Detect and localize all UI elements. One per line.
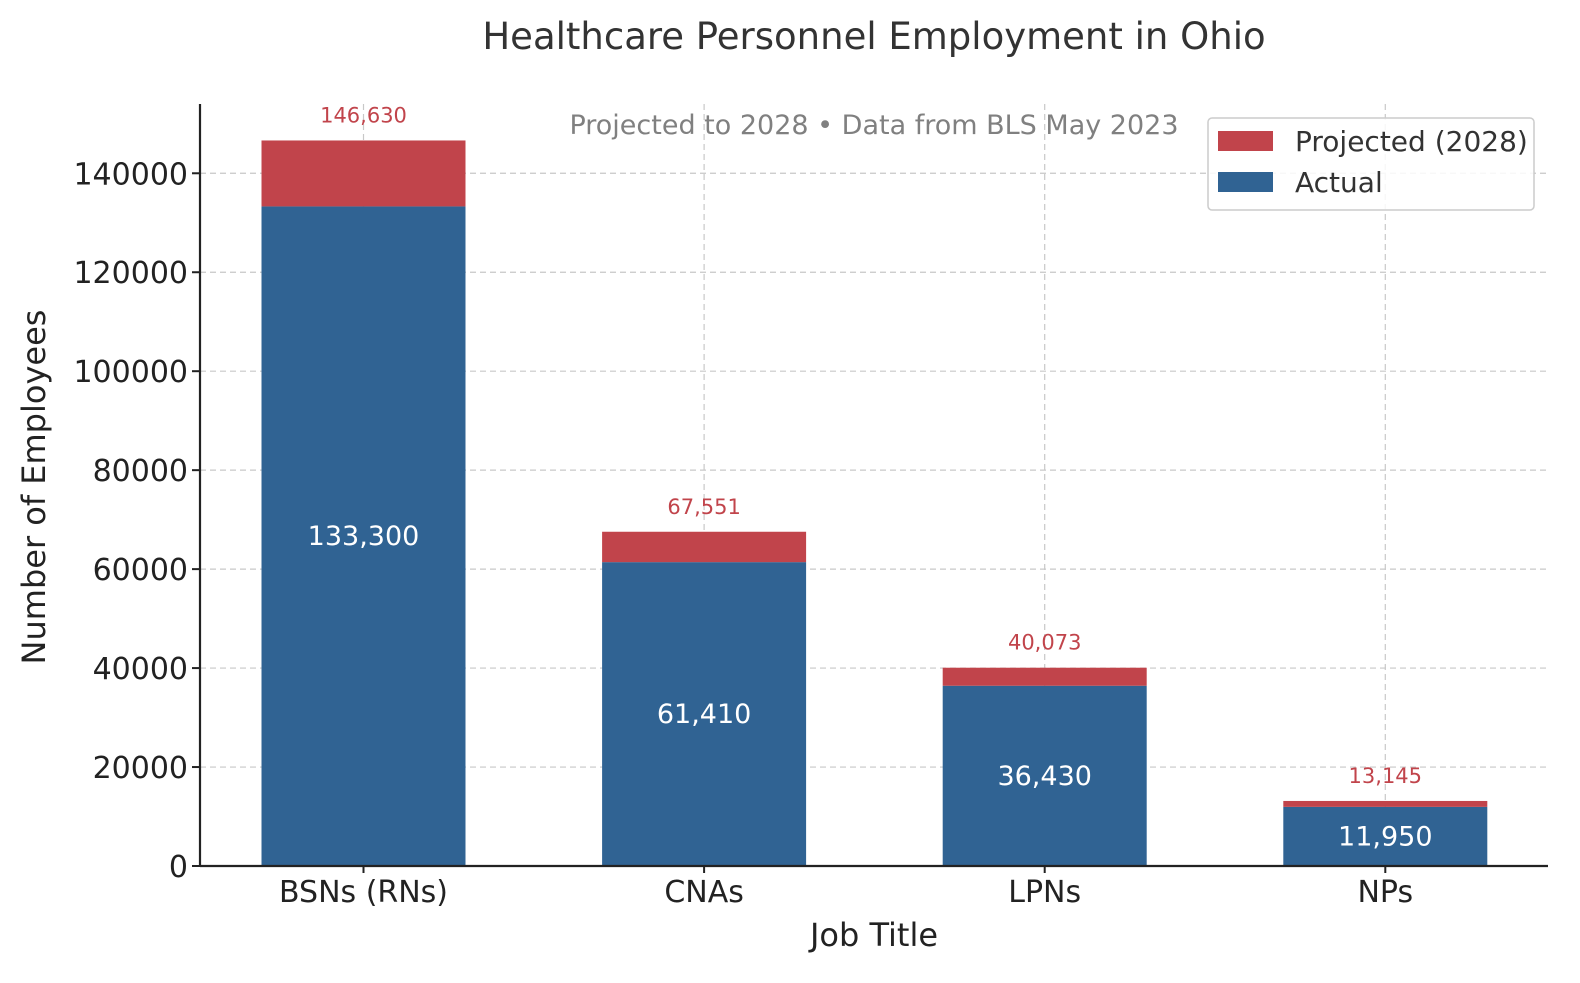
y-tick-label: 40000: [93, 652, 188, 687]
data-label-actual: 36,430: [997, 761, 1091, 792]
value-labels: 133,300 146,630 61,410 67,551 36,430 40,073 11…: [308, 103, 1433, 852]
x-axis-label: Job Title: [808, 916, 938, 954]
chart-title: Healthcare Personnel Employment in Ohio: [482, 15, 1265, 58]
legend-swatch-actual: [1218, 172, 1273, 192]
y-tick-label: 0: [169, 850, 188, 885]
y-tick-label: 20000: [93, 751, 188, 786]
y-tick-label: 100000: [73, 355, 188, 390]
y-axis-label: Number of Employees: [15, 310, 53, 665]
bar-projected: [1283, 800, 1488, 807]
legend: Projected (2028) Actual: [1207, 117, 1535, 211]
data-label-projected: 13,145: [1349, 764, 1422, 788]
bar-projected: [261, 140, 466, 207]
bar-projected: [602, 531, 807, 563]
data-label-actual: 11,950: [1338, 821, 1432, 852]
data-label-actual: 61,410: [657, 699, 751, 730]
bar-actual: [942, 685, 1147, 866]
data-label-projected: 67,551: [667, 495, 740, 519]
legend-label-actual: Actual: [1295, 166, 1383, 199]
y-tick-label: 140000: [73, 157, 188, 192]
bars: [261, 140, 1488, 866]
y-tick-label: 80000: [93, 454, 188, 489]
bar-projected: [942, 667, 1147, 686]
axes: BSNs (RNs) CNAs LPNs NPs 0 20000 40000 60000 800…: [73, 104, 1548, 910]
bar-actual: [261, 206, 466, 866]
x-tick-label: LPNs: [1008, 875, 1081, 910]
x-tick-label: CNAs: [664, 875, 744, 910]
data-label-actual: 133,300: [308, 521, 420, 552]
x-tick-label: NPs: [1357, 875, 1413, 910]
y-tick-label: 60000: [93, 553, 188, 588]
bar-actual: [1283, 806, 1488, 866]
data-label-projected: 146,630: [320, 103, 407, 127]
legend-label-projected: Projected (2028): [1295, 125, 1528, 158]
chart-subtitle: Projected to 2028 • Data from BLS May 20…: [569, 110, 1178, 141]
legend-frame: [1207, 117, 1535, 211]
data-label-projected: 40,073: [1008, 631, 1081, 655]
y-tick-label: 120000: [73, 256, 188, 291]
bar-actual: [602, 562, 807, 866]
x-tick-label: BSNs (RNs): [279, 875, 448, 910]
legend-swatch-projected: [1218, 131, 1273, 151]
